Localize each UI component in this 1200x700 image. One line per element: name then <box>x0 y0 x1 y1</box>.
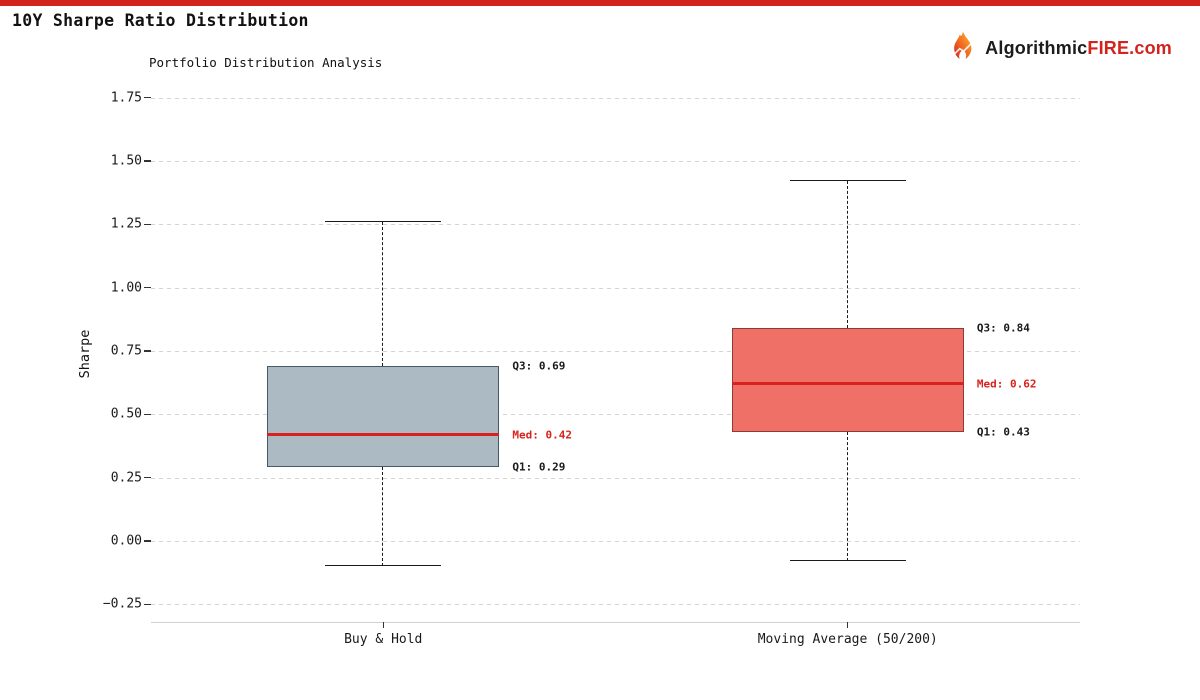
x-tick-label: Moving Average (50/200) <box>757 632 938 647</box>
y-tick-mark <box>144 476 151 479</box>
median-line <box>731 382 964 386</box>
whisker-lower <box>382 467 384 567</box>
iqr-box <box>267 366 500 468</box>
y-tick-mark <box>144 160 151 162</box>
x-tick-label: Buy & Hold <box>344 632 423 647</box>
y-gridline <box>151 540 1080 542</box>
y-tick-mark <box>144 286 151 289</box>
y-tick-mark <box>144 350 151 352</box>
whisker-upper <box>846 181 848 329</box>
y-tick-label: 1.25 <box>110 216 142 232</box>
y-gridline <box>151 224 1080 226</box>
y-tick-label: −0.25 <box>102 596 142 612</box>
y-gridline <box>151 414 1080 416</box>
y-tick-mark <box>144 603 151 605</box>
brand-prefix: Algorithmic <box>985 37 1088 58</box>
q3-annotation: Q3: 0.69 <box>512 359 566 373</box>
brand-suffix: FIRE.com <box>1087 37 1172 58</box>
y-tick-label: 0.25 <box>110 470 142 486</box>
y-gridline <box>151 97 1080 99</box>
x-axis-spine <box>151 622 1080 623</box>
brand-logo: AlgorithmicFIRE.com <box>947 30 1172 66</box>
y-tick-mark <box>144 413 151 415</box>
iqr-box <box>731 328 964 432</box>
whisker-cap-upper <box>789 180 906 182</box>
y-tick-mark <box>144 223 151 225</box>
y-gridline <box>151 350 1080 352</box>
y-tick-label: 0.75 <box>110 343 142 359</box>
y-tick-label: 1.50 <box>110 153 142 169</box>
q1-annotation: Q1: 0.43 <box>976 425 1030 439</box>
y-tick-mark <box>144 96 151 99</box>
page-title: 10Y Sharpe Ratio Distribution <box>12 11 309 30</box>
q3-annotation: Q3: 0.84 <box>976 321 1030 335</box>
whisker-upper <box>382 221 384 367</box>
whisker-cap-lower <box>325 565 442 567</box>
brand-name: AlgorithmicFIRE.com <box>985 38 1172 59</box>
x-tick-mark <box>382 622 384 628</box>
y-gridline <box>151 287 1080 289</box>
y-gridline <box>151 477 1080 479</box>
flame-icon <box>947 30 979 66</box>
whisker-cap-upper <box>325 220 442 222</box>
y-tick-mark <box>144 540 151 542</box>
median-annotation: Med: 0.62 <box>976 377 1037 391</box>
q1-annotation: Q1: 0.29 <box>512 460 566 474</box>
median-annotation: Med: 0.42 <box>512 428 572 442</box>
median-line <box>267 433 500 437</box>
top-accent-bar <box>0 0 1200 6</box>
whisker-lower <box>846 432 848 562</box>
x-tick-mark <box>847 622 849 628</box>
chart-title: Portfolio Distribution Analysis <box>149 55 383 70</box>
whisker-cap-lower <box>789 560 906 562</box>
y-gridline <box>151 160 1080 162</box>
y-gridline <box>151 604 1080 606</box>
y-tick-label: 1.00 <box>110 280 142 296</box>
y-tick-label: 0.50 <box>110 406 142 422</box>
y-tick-label: 0.00 <box>110 533 142 549</box>
y-tick-label: 1.75 <box>110 90 142 106</box>
